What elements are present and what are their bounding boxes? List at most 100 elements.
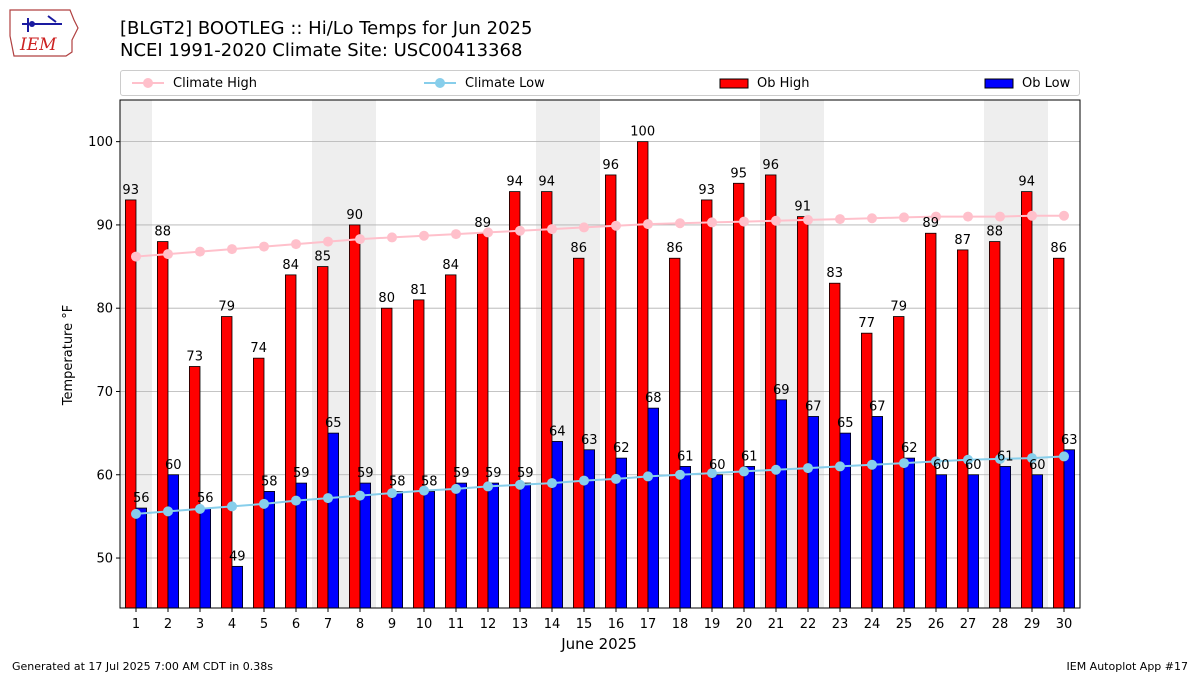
x-tick-label: 20 [736, 617, 753, 632]
climate-high-point [867, 213, 877, 224]
data-label-ob-high: 74 [250, 341, 267, 356]
data-label-ob-low: 58 [261, 474, 278, 489]
bar-ob-low [1063, 449, 1076, 609]
data-label-ob-low: 60 [709, 458, 726, 473]
bar-ob-high [701, 199, 713, 609]
x-tick-label: 22 [800, 617, 817, 632]
bar-ob-high [444, 274, 457, 609]
data-label-ob-low: 60 [933, 458, 950, 473]
data-label-ob-high: 88 [986, 225, 1003, 240]
data-label-ob-high: 73 [186, 349, 203, 364]
data-label-ob-high: 83 [826, 266, 843, 281]
bar-ob-low [199, 507, 212, 609]
bar-ob-low [167, 474, 180, 609]
y-tick-label: 60 [96, 468, 113, 483]
data-label-ob-low: 67 [869, 399, 886, 414]
bar-ob-low [679, 466, 692, 609]
data-label-ob-high: 86 [1050, 241, 1067, 256]
data-label-ob-low: 49 [229, 549, 246, 564]
data-label-ob-low: 63 [581, 433, 598, 448]
bar-ob-high [829, 282, 841, 609]
bar-ob-high [925, 232, 937, 609]
climate-high-point [483, 227, 493, 238]
bar-ob-high [508, 191, 521, 609]
climate-high-point [419, 230, 429, 241]
data-label-ob-low: 61 [677, 449, 694, 464]
climate-high-point [899, 212, 909, 223]
bar-ob-low [135, 507, 148, 609]
climate-low-point [195, 503, 205, 514]
data-label-ob-low: 56 [197, 491, 214, 506]
data-label-ob-low: 69 [773, 383, 790, 398]
x-tick-label: 12 [480, 617, 497, 632]
climate-low-point [1059, 451, 1069, 462]
x-tick-label: 6 [292, 617, 300, 632]
climate-low-point [931, 456, 941, 467]
y-tick-label: 80 [96, 302, 113, 317]
data-label-ob-high: 96 [762, 158, 779, 173]
bar-ob-high [188, 366, 201, 609]
climate-low-point [739, 466, 749, 477]
data-label-ob-high: 89 [922, 216, 939, 231]
data-label-ob-high: 90 [346, 208, 363, 223]
data-label-ob-low: 61 [997, 449, 1014, 464]
data-label-ob-high: 100 [630, 125, 655, 140]
data-label-ob-low: 61 [741, 449, 758, 464]
climate-high-point [995, 211, 1005, 222]
legend-item-climate-low: Climate Low [423, 74, 545, 92]
climate-high-point [963, 211, 973, 222]
data-label-ob-low: 60 [165, 458, 182, 473]
climate-high-point [195, 246, 205, 257]
climate-high-point [387, 232, 397, 243]
x-tick-label: 27 [960, 617, 977, 632]
x-tick-label: 16 [608, 617, 625, 632]
bar-ob-high [605, 174, 617, 609]
bar-ob-high [989, 241, 1001, 609]
bar-ob-high [156, 241, 169, 609]
data-label-ob-high: 86 [570, 241, 587, 256]
data-label-ob-high: 91 [794, 200, 811, 215]
chart-title: [BLGT2] BOOTLEG :: Hi/Lo Temps for Jun 2… [120, 18, 533, 39]
footer-generated: Generated at 17 Jul 2025 7:00 AM CDT in … [12, 660, 273, 673]
data-label-ob-high: 94 [538, 175, 555, 190]
bar-ob-high [733, 182, 745, 609]
data-label-ob-high: 84 [442, 258, 459, 273]
data-label-ob-high: 95 [730, 166, 747, 181]
x-tick-label: 13 [512, 617, 529, 632]
bar-ob-low [423, 491, 436, 609]
data-label-ob-high: 79 [218, 300, 235, 315]
bar-ob-high [412, 299, 425, 609]
climate-low-point [963, 454, 973, 465]
bar-ob-high [957, 249, 969, 609]
x-tick-label: 25 [896, 617, 913, 632]
climate-high-point [835, 214, 845, 225]
climate-low-point [707, 468, 717, 479]
y-tick-label: 70 [96, 385, 113, 400]
x-tick-label: 3 [196, 617, 204, 632]
climate-high-point [1059, 210, 1069, 221]
legend-item-climate-high: Climate High [131, 74, 257, 92]
climate-low-point [579, 475, 589, 486]
x-tick-label: 4 [228, 617, 236, 632]
climate-low-point [451, 483, 461, 494]
bar-ob-high [669, 257, 681, 609]
bar-ob-low [391, 491, 404, 609]
climate-high-point [1027, 210, 1037, 221]
climate-high-point [707, 217, 717, 228]
bar-ob-low [487, 482, 500, 609]
legend-marker-climate-low [424, 78, 456, 88]
climate-high-point [451, 229, 461, 240]
climate-high-point [131, 251, 141, 262]
y-tick-label: 90 [96, 218, 113, 233]
data-label-ob-low: 67 [805, 399, 822, 414]
y-tick-label: 100 [88, 135, 113, 150]
data-label-ob-low: 56 [133, 491, 150, 506]
data-label-ob-high: 93 [698, 183, 715, 198]
x-tick-label: 26 [928, 617, 945, 632]
climate-high-point [227, 244, 237, 255]
data-label-ob-high: 94 [506, 175, 523, 190]
climate-low-point [355, 490, 365, 501]
climate-high-point [259, 241, 269, 252]
bar-ob-low [583, 449, 596, 609]
